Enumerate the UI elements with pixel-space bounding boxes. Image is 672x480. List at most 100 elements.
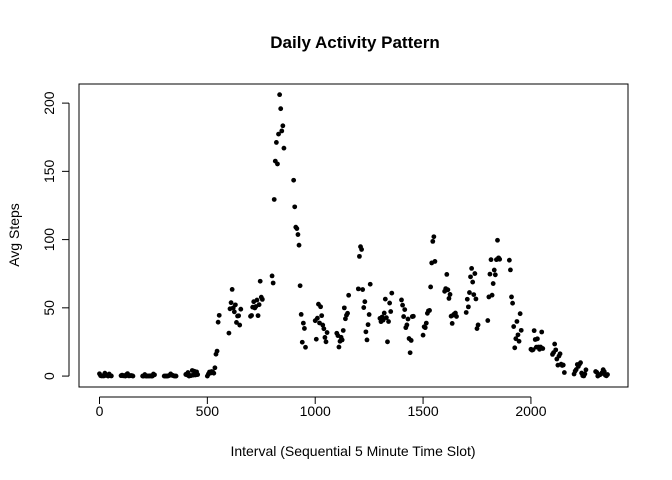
data-point <box>366 312 372 317</box>
data-point <box>255 313 261 319</box>
data-point <box>535 336 540 342</box>
data-point <box>382 296 388 302</box>
data-point <box>514 319 520 324</box>
data-point <box>275 161 280 167</box>
data-point <box>399 297 404 303</box>
data-point <box>491 267 497 273</box>
data-point <box>299 339 305 345</box>
data-point <box>463 310 469 315</box>
data-point <box>281 145 287 151</box>
data-point <box>420 332 426 338</box>
data-point <box>214 348 220 354</box>
data-point <box>276 131 281 137</box>
data-point <box>454 314 459 319</box>
data-point <box>254 297 260 303</box>
data-point <box>231 309 237 315</box>
data-point <box>302 326 307 331</box>
data-point <box>388 309 394 314</box>
data-point <box>320 322 326 328</box>
data-point <box>279 128 285 134</box>
data-point <box>601 369 607 374</box>
data-point <box>470 279 476 285</box>
data-point <box>510 300 515 306</box>
data-point <box>518 327 524 333</box>
data-point <box>297 283 303 289</box>
chart-title: Daily Activity Pattern <box>270 33 439 52</box>
data-point <box>465 304 471 310</box>
data-point <box>422 325 428 331</box>
data-point <box>363 329 369 335</box>
data-point <box>295 232 301 237</box>
data-point <box>294 226 300 231</box>
y-axis-label: Avg Steps <box>6 203 22 267</box>
data-point <box>531 328 537 334</box>
data-point <box>468 274 473 280</box>
data-point <box>277 92 283 98</box>
y-axis: 0 50 100 150 200 <box>41 91 70 380</box>
data-point <box>234 320 239 325</box>
data-point <box>270 280 276 286</box>
data-point <box>423 320 429 326</box>
data-point <box>401 314 407 319</box>
data-point <box>211 370 217 376</box>
data-point <box>280 123 286 129</box>
data-point <box>497 256 503 262</box>
data-point <box>362 299 368 305</box>
data-point <box>561 370 567 375</box>
data-points <box>97 92 610 379</box>
data-point <box>232 302 238 308</box>
data-point <box>212 365 218 371</box>
data-point <box>471 292 477 297</box>
data-point <box>469 265 475 271</box>
data-point <box>553 347 559 353</box>
data-point <box>582 371 588 377</box>
data-point <box>467 290 472 295</box>
data-point <box>278 106 284 112</box>
data-point <box>359 247 364 252</box>
data-point <box>215 319 221 325</box>
data-point <box>506 257 512 263</box>
data-point <box>495 237 500 243</box>
data-point <box>539 329 545 335</box>
y-tick-label: 150 <box>41 159 57 183</box>
data-point <box>249 313 254 318</box>
data-point <box>449 321 455 326</box>
data-point <box>405 316 411 322</box>
data-point <box>445 287 451 293</box>
data-point <box>257 278 263 284</box>
data-point <box>228 300 234 306</box>
data-point <box>385 339 390 345</box>
data-point <box>152 372 157 378</box>
data-point <box>273 140 279 145</box>
data-point <box>389 290 395 296</box>
data-point <box>318 304 323 310</box>
data-point <box>489 292 495 298</box>
data-point <box>430 238 436 244</box>
data-point <box>380 317 386 323</box>
data-point <box>487 271 493 277</box>
x-tick-label: 1000 <box>300 403 331 419</box>
plot-area-frame <box>78 83 629 388</box>
data-point <box>340 328 346 333</box>
data-point <box>259 296 265 302</box>
data-point <box>291 177 297 183</box>
data-point <box>508 267 513 273</box>
data-point <box>464 296 470 302</box>
x-tick-label: 0 <box>96 403 104 419</box>
data-point <box>367 281 373 287</box>
x-axis-label: Interval (Sequential 5 Minute Time Slot) <box>230 443 475 459</box>
data-point <box>488 257 494 263</box>
data-point <box>292 204 298 210</box>
data-point <box>485 318 491 323</box>
data-point <box>605 372 610 377</box>
data-point <box>365 322 371 328</box>
data-point <box>303 344 308 350</box>
data-point <box>427 308 432 313</box>
data-point <box>432 259 438 264</box>
data-point <box>517 311 523 317</box>
data-point <box>530 347 536 353</box>
data-point <box>408 338 414 343</box>
data-point <box>492 272 498 278</box>
y-tick-label: 0 <box>41 372 57 380</box>
